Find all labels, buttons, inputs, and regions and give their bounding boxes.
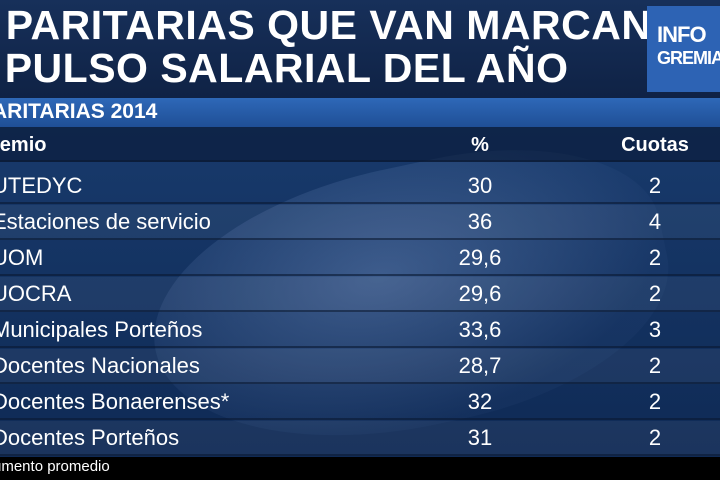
column-header-percent: % xyxy=(471,134,489,156)
row-gremio: Docentes Porteños xyxy=(0,425,180,450)
table-row: Estaciones de servicio 36 4 xyxy=(0,205,720,240)
table-row: Municipales Porteños 33,6 3 xyxy=(0,313,720,348)
table-row: Docentes Bonaerenses* 32 2 xyxy=(0,385,720,420)
paritarias-table: remio % Cuotas UTEDYC 30 2 Estaciones de… xyxy=(0,115,720,479)
row-percent: 33,6 xyxy=(458,317,502,342)
row-percent: 29,6 xyxy=(458,245,502,270)
table-header-row: remio % Cuotas xyxy=(0,127,720,162)
row-percent: 36 xyxy=(467,209,493,234)
table-row: UOCRA 29,6 2 xyxy=(0,277,720,312)
row-cuotas: 2 xyxy=(648,425,662,450)
table-row: UOM 29,6 2 xyxy=(0,241,720,276)
row-cuotas: 2 xyxy=(648,245,662,270)
row-cuotas: 2 xyxy=(648,281,662,306)
row-gremio: Municipales Porteños xyxy=(0,317,203,342)
row-gremio: UTEDYC xyxy=(0,173,83,198)
table-row: Docentes Nacionales 28,7 2 xyxy=(0,349,720,384)
row-cuotas: 2 xyxy=(648,353,662,378)
row-cuotas: 3 xyxy=(648,317,662,342)
row-gremio: Docentes Nacionales xyxy=(0,353,200,378)
row-gremio: Estaciones de servicio xyxy=(0,209,211,234)
row-cuotas: 2 xyxy=(648,173,662,198)
row-gremio: UOM xyxy=(0,245,44,270)
footnote: umento promedio xyxy=(0,458,110,475)
title-line-2: L PULSO SALARIAL DEL AÑO xyxy=(0,45,569,91)
table-subtitle: ARITARIAS 2014 xyxy=(0,100,158,123)
row-cuotas: 4 xyxy=(648,209,662,234)
column-header-cuotas: Cuotas xyxy=(621,134,689,156)
row-percent: 30 xyxy=(467,173,493,198)
footer-bar: umento promedio xyxy=(0,457,720,480)
header: S PARITARIAS QUE VAN MARCANDO L PULSO SA… xyxy=(0,0,720,98)
row-percent: 31 xyxy=(467,425,493,450)
logo-text-top: INFO xyxy=(657,22,707,47)
row-percent: 32 xyxy=(467,389,493,414)
column-header-gremio: remio xyxy=(0,134,47,156)
row-percent: 28,7 xyxy=(458,353,502,378)
row-cuotas: 2 xyxy=(648,389,662,414)
subtitle-bar: ARITARIAS 2014 xyxy=(0,98,720,127)
table-row: Docentes Porteños 31 2 xyxy=(0,421,720,456)
row-gremio: UOCRA xyxy=(0,281,72,306)
title-line-1: S PARITARIAS QUE VAN MARCANDO xyxy=(0,2,714,48)
table-row: UTEDYC 30 2 xyxy=(0,169,720,204)
infogremial-logo: INFO GREMIAL xyxy=(647,6,720,92)
logo-text-bottom: GREMIAL xyxy=(657,48,720,68)
row-gremio: Docentes Bonaerenses* xyxy=(0,389,230,414)
row-percent: 29,6 xyxy=(458,281,502,306)
